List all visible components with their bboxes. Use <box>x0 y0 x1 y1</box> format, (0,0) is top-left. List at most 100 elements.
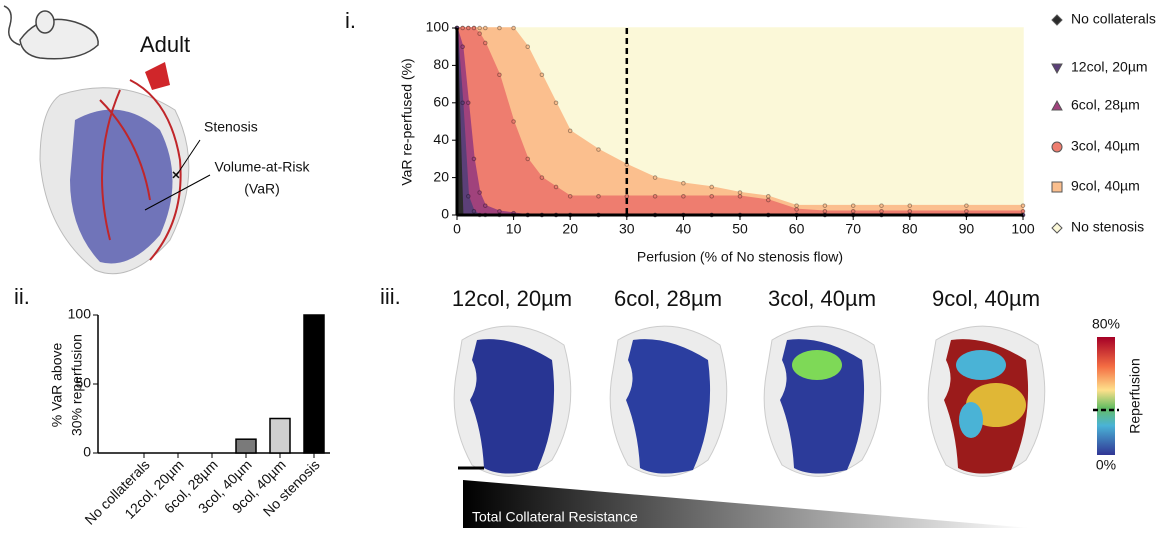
x-tick-label: 60 <box>789 221 805 237</box>
data-point <box>709 184 715 190</box>
x-tick-label: 10 <box>506 221 522 237</box>
y-axis-label: VaR re-perfused (%) <box>399 58 415 185</box>
y-tick-label: 40 <box>433 131 449 147</box>
data-point <box>497 208 502 214</box>
data-point <box>1020 203 1026 208</box>
x-tick-label: 90 <box>959 221 975 237</box>
data-point <box>483 40 488 46</box>
y-tick-label: 20 <box>433 168 449 184</box>
bar <box>235 438 257 454</box>
x-tick-label: 20 <box>562 221 578 237</box>
data-point <box>681 194 686 199</box>
data-point <box>907 203 913 208</box>
colorbar-title: Reperfusion <box>1127 358 1143 434</box>
x-tick-label: 80 <box>902 221 918 237</box>
legend-marker <box>1051 14 1063 26</box>
data-point <box>879 208 884 214</box>
legend-label: 9col, 40µm <box>1071 178 1140 194</box>
legend-label: 12col, 20µm <box>1071 59 1148 75</box>
panel-label: i. <box>345 8 356 33</box>
data-point <box>766 197 771 203</box>
legend-marker <box>1051 141 1063 153</box>
x-tick-label: 100 <box>1011 221 1035 237</box>
resistance-label: Total Collateral Resistance <box>472 509 638 525</box>
heart-map-region <box>959 402 983 438</box>
x-tick-label: 70 <box>845 221 861 237</box>
resistance-wedge <box>463 480 1030 528</box>
y-tick-label: 80 <box>433 56 449 72</box>
data-point <box>466 194 471 199</box>
colorbar <box>1097 337 1115 455</box>
heart-map <box>626 339 711 474</box>
x-axis-label: Perfusion (% of No stenosis flow) <box>637 249 843 265</box>
data-point <box>822 208 828 214</box>
legend-label: No collaterals <box>1071 11 1156 27</box>
data-point <box>497 25 502 31</box>
colorbar-top: 80% <box>1092 316 1120 332</box>
heart-map-region <box>792 350 842 380</box>
data-point <box>477 190 482 195</box>
data-point <box>471 25 477 31</box>
heart-title: 9col, 40µm <box>932 286 1040 311</box>
data-point <box>497 72 502 78</box>
var-label: Volume-at-Risk <box>215 159 311 175</box>
data-point <box>596 194 601 199</box>
y-axis-label: % VaR above <box>49 343 65 428</box>
bar <box>303 314 325 454</box>
y-axis-label: 30% reperfusion <box>69 334 85 436</box>
heart-title: 3col, 40µm <box>768 286 876 311</box>
data-point <box>483 203 488 208</box>
heart-illustration: × <box>39 62 211 275</box>
data-point <box>567 128 573 134</box>
data-point <box>1020 208 1026 214</box>
data-point <box>822 203 828 208</box>
data-point <box>737 190 743 195</box>
stenosis-label: Stenosis <box>204 119 258 135</box>
legend-label: 3col, 40µm <box>1071 138 1140 154</box>
y-tick-label: 0 <box>83 444 91 460</box>
data-point <box>794 207 799 212</box>
data-point <box>652 194 658 199</box>
y-tick-label: 60 <box>433 94 449 110</box>
heart-title: 12col, 20µm <box>452 286 572 311</box>
data-point <box>850 208 856 214</box>
var-label: (VaR) <box>244 181 280 197</box>
panel-label: iii. <box>380 284 401 309</box>
data-point <box>511 119 516 124</box>
svg-text:×: × <box>172 167 180 183</box>
legend-marker <box>1051 181 1063 193</box>
x-tick-label: 30 <box>619 221 635 237</box>
data-point <box>766 194 771 199</box>
legend-label: 6col, 28µm <box>1071 97 1140 113</box>
data-point <box>477 25 482 31</box>
chart-i: 0 10 20 30 40 50 60 70 80 90 100 0 20 40 60 80 100 Perfus… <box>345 8 1156 265</box>
data-point <box>907 208 913 214</box>
data-point <box>460 100 465 106</box>
data-point <box>681 180 686 186</box>
data-point <box>539 175 545 180</box>
data-point <box>466 25 471 31</box>
header-title: Adult <box>140 32 190 57</box>
bar <box>269 417 291 454</box>
y-tick-label: 0 <box>441 206 449 222</box>
data-point <box>709 194 715 199</box>
x-tick-label: 50 <box>732 221 748 237</box>
x-tick-label: 40 <box>676 221 692 237</box>
x-tick-label: 0 <box>453 221 461 237</box>
mouse-icon <box>3 5 99 60</box>
data-point <box>596 147 601 152</box>
legend-marker <box>1051 63 1063 75</box>
data-point <box>511 25 516 31</box>
heart-title: 6col, 28µm <box>614 286 722 311</box>
data-point <box>471 208 477 214</box>
heart-map-region <box>956 350 1006 380</box>
data-point <box>794 203 799 208</box>
data-point <box>460 44 465 50</box>
data-point <box>652 175 658 180</box>
data-point <box>624 194 630 199</box>
legend-marker <box>1051 222 1063 234</box>
panel-label: ii. <box>14 284 30 309</box>
